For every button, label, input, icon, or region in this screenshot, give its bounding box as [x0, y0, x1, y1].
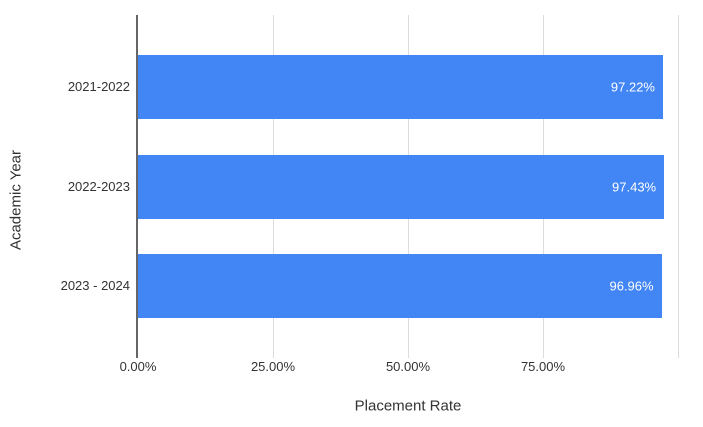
x-axis-title: Placement Rate [354, 397, 462, 415]
category-label: 2021-2022 [67, 79, 130, 94]
gridline-100 [678, 15, 679, 358]
y-axis-line [136, 15, 138, 358]
x-axis-tick-labels: 0.00% 25.00% 50.00% 75.00% [120, 359, 698, 375]
x-tick-label: 50.00% [385, 359, 431, 374]
bar-value-label: 97.22% [610, 79, 655, 95]
category-label: 2022-2023 [67, 178, 130, 194]
bar-value-label: 97.43% [612, 179, 657, 194]
bar-value-label: 96.96% [609, 278, 654, 294]
bar-2023-2024: 96.96% [138, 254, 662, 318]
x-tick-label: 75.00% [520, 359, 566, 374]
bar-2022-2023: 97.43% [138, 154, 665, 219]
category-axis-labels: 2021-2022 2022-2023 2023 - 2024 [0, 15, 130, 358]
plot-area: 97.22% 97.43% 96.96% [136, 15, 679, 358]
category-label: 2023 - 2024 [60, 278, 130, 293]
x-tick-label: 0.00% [119, 359, 157, 374]
x-tick-label: 25.00% [250, 359, 296, 374]
bar-2021-2022: 97.22% [138, 55, 663, 119]
